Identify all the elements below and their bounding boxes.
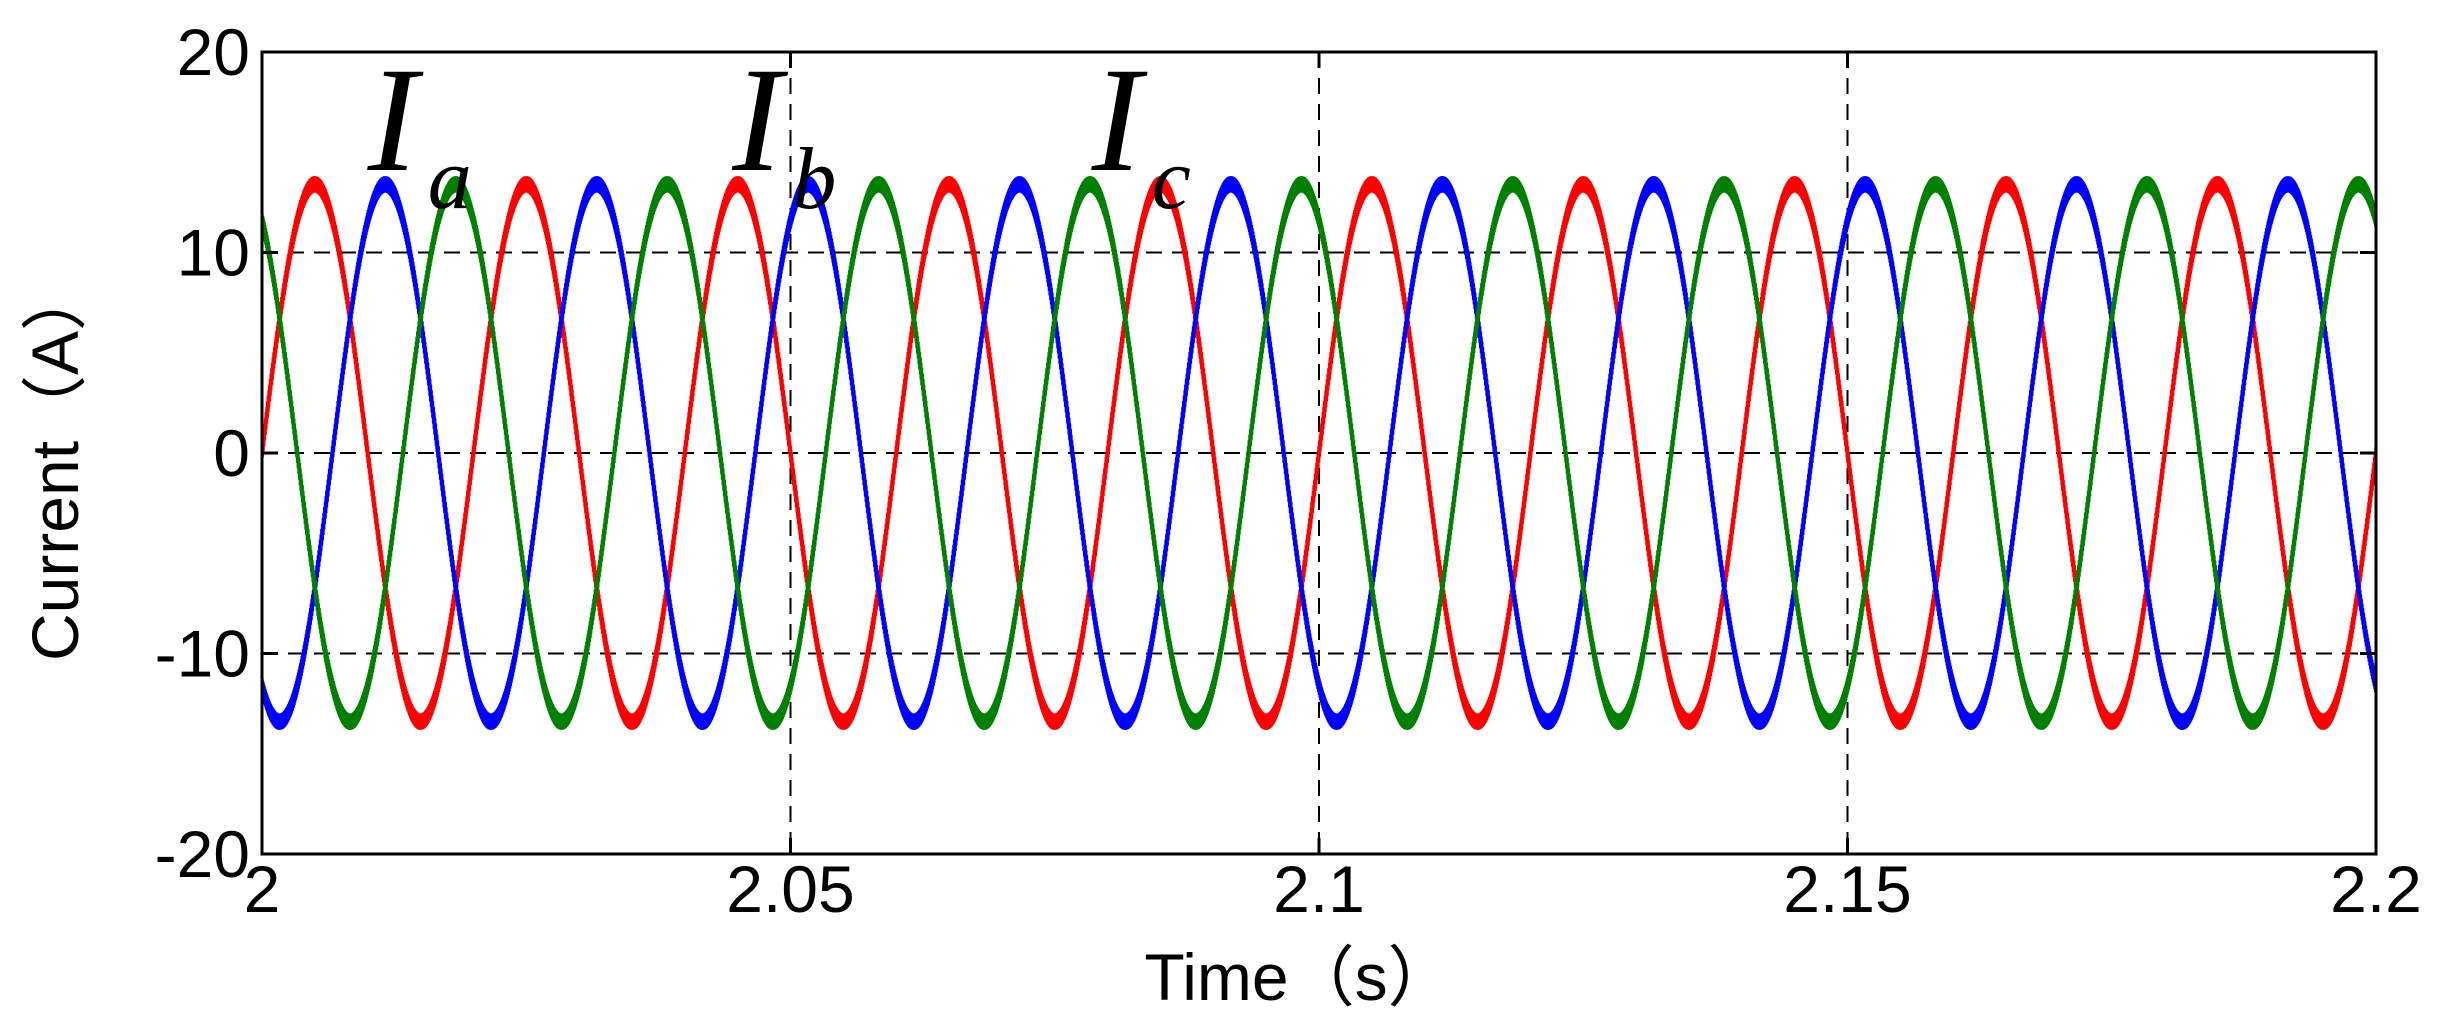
- series-line-ic: [261, 176, 2377, 730]
- x-tick-label: 2: [244, 852, 281, 926]
- y-tick-label: -20: [155, 817, 250, 891]
- series-lines: [261, 176, 2377, 730]
- y-tick-labels: -20 -10 0 10 20: [155, 15, 250, 891]
- x-tick-label: 2.05: [726, 852, 854, 926]
- y-axis-label: Current（A）: [18, 265, 92, 661]
- y-tick-label: -10: [155, 617, 250, 691]
- series-label-b: I: [731, 37, 788, 203]
- x-tick-label: 2.1: [1273, 852, 1365, 926]
- tick-marks: [260, 50, 2378, 856]
- series-label-b-subscript: b: [792, 131, 836, 228]
- series-line-ib: [261, 176, 2377, 730]
- x-tick-label: 2.15: [1783, 852, 1911, 926]
- series-label-c: I: [1091, 37, 1148, 203]
- x-tick-labels: 2 2.05 2.1 2.15 2.2: [244, 852, 2422, 926]
- series-label-a: I: [367, 37, 424, 203]
- y-tick-label: 10: [177, 216, 250, 290]
- y-tick-label: 0: [213, 416, 250, 490]
- x-tick-label: 2.2: [2330, 852, 2422, 926]
- series-line-ia: [261, 176, 2377, 730]
- series-label-a-subscript: a: [428, 131, 472, 228]
- y-tick-label: 20: [177, 15, 250, 89]
- series-label-c-subscript: c: [1152, 131, 1191, 228]
- x-axis-label: Time（s）: [1144, 940, 1453, 1014]
